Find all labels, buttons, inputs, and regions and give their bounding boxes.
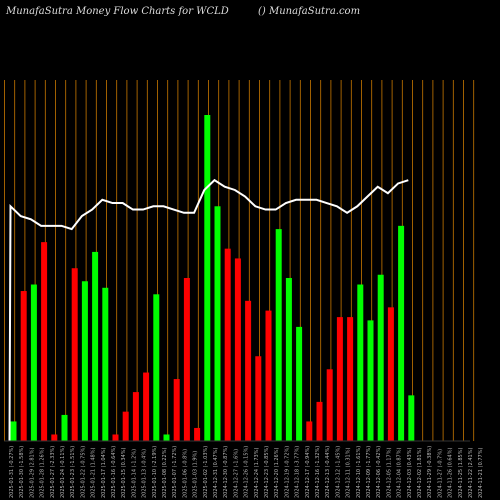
money-outflow-bar: [265, 310, 272, 441]
money-outflow-bar: [245, 300, 252, 441]
x-tick-label: 2025-01-03 (1.9%): [193, 451, 199, 498]
x-tick-label: 2024-12-30 (-0.87%): [223, 446, 229, 498]
x-tick-label: 2025-01-06 (-0.8%): [182, 449, 188, 498]
money-outflow-bar: [41, 242, 48, 441]
x-tick-label: 2024-12-09 (-1.77%): [366, 446, 372, 498]
money-inflow-bar: [367, 320, 374, 441]
money-outflow-bar: [224, 248, 231, 441]
money-outflow-bar: [173, 379, 180, 441]
x-tick-label: 2025-01-21 (1.48%): [91, 448, 97, 498]
money-outflow-bar: [326, 369, 333, 441]
x-tick-label: 2024-11-29 (-0.38%): [427, 446, 433, 498]
money-outflow-bar: [234, 258, 241, 441]
x-tick-label: 2024-12-17 (-0.94%): [305, 446, 311, 498]
money-inflow-bar: [214, 206, 221, 441]
x-tick-label: 2025-01-14 (-1.2%): [131, 449, 137, 498]
money-outflow-bar: [336, 317, 343, 441]
money-outflow-bar: [183, 278, 190, 441]
money-inflow-bar: [153, 294, 160, 441]
x-tick-label: 2024-11-22 (2.41%): [468, 448, 474, 498]
money-inflow-bar: [10, 421, 17, 441]
chart-title: MunafaSutra Money Flow Charts for WCLD: [6, 6, 229, 17]
money-outflow-bar: [194, 427, 201, 441]
x-tick-label: 2025-01-22 (-0.75%): [80, 446, 86, 498]
site-credit: () MunafaSutra.com: [258, 6, 361, 17]
money-inflow-bar: [357, 284, 364, 441]
money-outflow-bar: [132, 392, 139, 441]
x-tick-label: 2024-12-19 (-0.72%): [284, 446, 290, 498]
money-outflow-bar: [306, 421, 313, 441]
x-tick-label: 2024-12-24 (1.73%): [254, 448, 260, 498]
x-tick-label: 2025-01-29 (2.81%): [29, 448, 35, 498]
x-tick-label: 2025-01-31 (-0.27%): [9, 446, 15, 498]
money-inflow-bar: [163, 434, 170, 441]
money-outflow-bar: [51, 434, 58, 441]
money-inflow-bar: [81, 281, 88, 441]
x-tick-label: 2024-12-23 (-0.85%): [264, 446, 270, 498]
money-outflow-bar: [112, 434, 119, 441]
money-inflow-bar: [285, 278, 292, 441]
money-inflow-bar: [92, 251, 99, 441]
x-tick-label: 2025-01-27 (-2.33%): [50, 446, 56, 498]
x-tick-label: 2024-12-05 (1.17%): [386, 448, 392, 498]
x-tick-label: 2024-12-06 (-0.42%): [376, 446, 382, 498]
money-inflow-bar: [408, 395, 415, 441]
x-tick-label: 2024-12-13 (-0.44%): [325, 446, 331, 498]
x-tick-label: 2024-12-26 (-0.15%): [244, 446, 250, 498]
x-tick-label: 2024-12-11 (0.31%): [346, 448, 352, 498]
money-outflow-bar: [20, 291, 27, 441]
money-outflow-bar: [71, 268, 78, 441]
x-tick-label: 2024-11-27 (-0.7%): [437, 449, 443, 498]
x-tick-label: 2025-01-23 (-1.51%): [70, 446, 76, 498]
money-inflow-bar: [30, 284, 37, 441]
x-tick-label: 2024-12-20 (1.26%): [274, 448, 280, 498]
x-tick-label: 2024-12-02 (1.81%): [417, 448, 423, 498]
money-outflow-bar: [255, 356, 262, 441]
money-inflow-bar: [204, 115, 211, 441]
money-outflow-bar: [347, 317, 354, 441]
x-tick-label: 2025-01-08 (0.22%): [162, 448, 168, 498]
x-tick-label: 2025-01-17 (1.04%): [101, 448, 107, 498]
x-tick-labels: 2025-01-31 (-0.27%) 2025-01-30 (-1.58%) 20…: [9, 446, 484, 498]
x-tick-label: 2024-12-04 (0.87%): [397, 448, 403, 498]
x-tick-label: 2024-12-12 (-1.45%): [335, 446, 341, 498]
x-tick-label: 2024-12-31 (0.47%): [213, 448, 219, 498]
x-tick-label: 2025-01-24 (-0.11%): [60, 446, 66, 498]
x-tick-label: 2025-01-07 (-1.72%): [172, 446, 178, 498]
x-tick-label: 2025-01-13 (-0.4%): [142, 449, 148, 498]
money-inflow-bar: [296, 326, 303, 441]
x-tick-label: 2024-11-25 (1.85%): [458, 448, 464, 498]
x-tick-label: 2025-01-28 (1.26%): [40, 448, 46, 498]
money-inflow-bar: [377, 274, 384, 441]
x-tick-label: 2025-01-30 (-1.58%): [19, 446, 25, 498]
x-tick-label: 2024-12-10 (-1.61%): [356, 446, 362, 498]
money-outflow-bar: [143, 372, 150, 441]
money-inflow-bar: [61, 414, 68, 441]
x-tick-label: 2024-12-03 (0.43%): [407, 448, 413, 498]
money-inflow-bar: [102, 287, 109, 441]
money-inflow-bar: [275, 229, 282, 441]
x-tick-label: 2025-01-10 (-2.19%): [152, 446, 158, 498]
price-trend-line: [8, 178, 409, 442]
x-tick-label: 2025-01-15 (0.34%): [121, 448, 127, 498]
x-tick-label: 2024-12-16 (-1.32%): [315, 446, 321, 498]
bar-series: [10, 115, 415, 441]
x-tick-label: 2024-12-18 (-3.77%): [295, 446, 301, 498]
x-tick-label: 2024-12-27 (-1.6%): [233, 449, 239, 498]
money-outflow-bar: [122, 411, 129, 441]
x-tick-label: 2024-11-21 (0.77%): [478, 448, 484, 498]
price-line: [8, 178, 409, 442]
money-outflow-bar: [387, 307, 394, 441]
money-outflow-bar: [316, 401, 323, 441]
x-tick-label: 2024-11-26 (0.64%): [448, 448, 454, 498]
x-tick-label: 2025-01-16 (-0.64%): [111, 446, 117, 498]
money-inflow-bar: [398, 225, 405, 441]
x-tick-label: 2025-01-02 (-1.03%): [203, 446, 209, 498]
